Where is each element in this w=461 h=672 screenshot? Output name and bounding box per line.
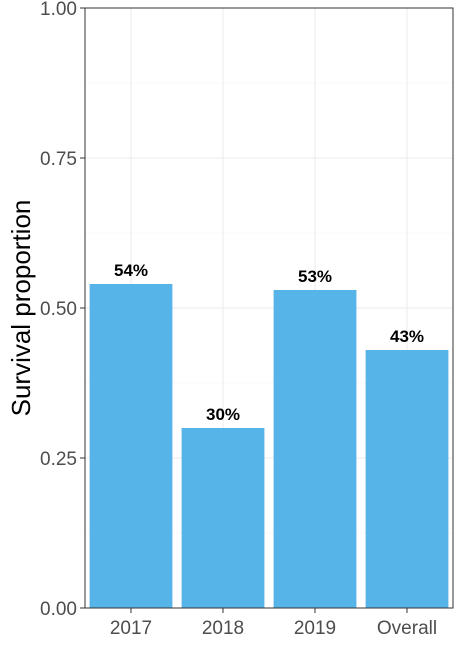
x-tick-label-2018: 2018	[202, 618, 244, 639]
x-tick-label-2019: 2019	[294, 618, 336, 639]
data-label-2019: 53%	[298, 267, 332, 286]
y-tick-label: 1.00	[40, 0, 77, 20]
data-label-2018: 30%	[206, 405, 240, 424]
data-label-overall: 43%	[390, 327, 424, 346]
bar-2019	[273, 290, 357, 608]
y-tick-label: 0.75	[40, 149, 77, 170]
plot-panel-border	[84, 7, 454, 609]
bar-2018	[181, 428, 265, 608]
bars	[89, 284, 449, 608]
y-tick-label: 0.00	[40, 599, 77, 620]
axes: 0.00 0.25 0.50 0.75 1.00 2017 2018 2019 Overall	[40, 0, 454, 639]
x-tick-label-2017: 2017	[110, 618, 152, 639]
bar-2017	[89, 284, 173, 608]
data-label-2017: 54%	[114, 261, 148, 280]
data-labels: 54% 30% 53% 43%	[114, 261, 424, 424]
bar-overall	[365, 350, 449, 608]
x-tick-label-overall: Overall	[377, 618, 437, 639]
y-tick-label: 0.50	[40, 299, 77, 320]
y-axis-title: Survival proportion	[6, 200, 36, 417]
y-tick-label: 0.25	[40, 449, 77, 470]
